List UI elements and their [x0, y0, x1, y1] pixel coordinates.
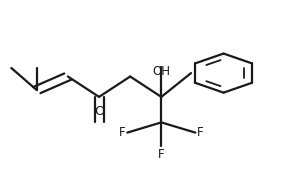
Text: O: O	[94, 105, 104, 118]
Text: F: F	[197, 126, 203, 139]
Text: F: F	[119, 126, 126, 139]
Text: F: F	[158, 148, 165, 161]
Text: OH: OH	[152, 65, 170, 78]
